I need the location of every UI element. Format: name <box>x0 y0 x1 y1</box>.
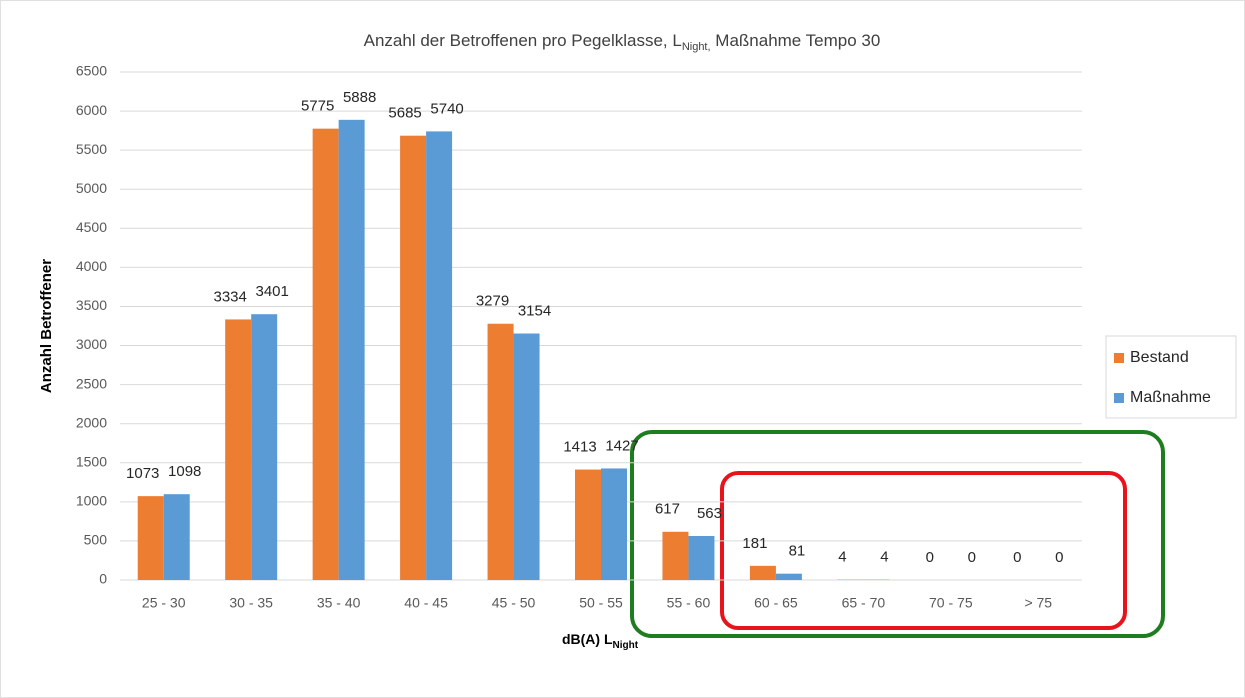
bar <box>601 468 627 580</box>
data-label: 1413 <box>563 439 596 456</box>
x-axis-label: dB(A) LNight <box>562 631 639 651</box>
bar <box>487 323 514 580</box>
y-tick-label: 3000 <box>76 336 107 352</box>
y-tick-label: 0 <box>99 571 107 587</box>
data-label: 181 <box>742 535 767 552</box>
x-label-subscript: Night <box>613 640 639 651</box>
legend-label: Maßnahme <box>1130 389 1211 406</box>
y-tick-label: 1000 <box>76 493 107 509</box>
highlight-box-red <box>720 471 1127 630</box>
y-tick-label: 6000 <box>76 102 107 118</box>
data-label: 5740 <box>430 100 463 117</box>
y-axis-label: Anzahl Betroffener <box>38 259 55 393</box>
data-label: 0 <box>968 549 976 566</box>
y-tick-label: 4000 <box>76 258 107 274</box>
highlight-box-green <box>630 430 1165 638</box>
bar <box>688 535 715 580</box>
x-tick-label: 35 - 40 <box>317 595 361 611</box>
bar <box>513 333 540 580</box>
y-tick-label: 500 <box>84 532 108 548</box>
y-tick-label: 4500 <box>76 219 107 235</box>
bar <box>400 135 427 581</box>
bar <box>575 469 601 580</box>
x-tick-label: > 75 <box>1024 595 1052 611</box>
y-tick-label: 2500 <box>76 375 107 391</box>
x-tick-label: 55 - 60 <box>667 595 711 611</box>
x-tick-label: 30 - 35 <box>229 595 273 611</box>
x-tick-label: 50 - 55 <box>579 595 623 611</box>
legend-swatch <box>1114 353 1124 363</box>
bar <box>775 573 802 580</box>
bar <box>163 494 190 580</box>
data-label: 1098 <box>168 463 201 480</box>
chart-title: Anzahl der Betroffenen pro Pegelklasse, … <box>364 31 881 52</box>
bar <box>426 131 453 581</box>
data-label: 1073 <box>126 465 159 482</box>
legend-swatch <box>1114 393 1124 403</box>
data-label: 0 <box>926 549 934 566</box>
y-tick-label: 5000 <box>76 180 107 196</box>
data-label: 563 <box>697 505 722 522</box>
data-label: 5888 <box>343 89 376 106</box>
data-label: 0 <box>1013 549 1021 566</box>
bar <box>251 314 278 580</box>
data-label: 4 <box>880 549 888 566</box>
title-subscript: Night, <box>682 41 711 53</box>
data-label: 3401 <box>255 283 288 300</box>
data-label: 5775 <box>301 98 334 115</box>
bar <box>749 565 776 580</box>
bar <box>225 319 252 580</box>
x-tick-label: 65 - 70 <box>842 595 886 611</box>
data-label: 1427 <box>605 437 638 454</box>
bar <box>137 496 164 580</box>
data-label: 0 <box>1055 549 1063 566</box>
y-tick-label: 3500 <box>76 297 107 313</box>
data-label: 81 <box>789 543 806 560</box>
title-main: Anzahl der Betroffenen pro Pegelklasse, … <box>364 31 682 50</box>
x-label-main: dB(A) L <box>562 631 613 647</box>
bar <box>338 119 365 581</box>
y-tick-label: 1500 <box>76 453 107 469</box>
data-label: 4 <box>838 549 846 566</box>
x-tick-label: 60 - 65 <box>754 595 798 611</box>
y-tick-label: 5500 <box>76 141 107 157</box>
bar <box>662 531 689 580</box>
x-tick-label: 40 - 45 <box>404 595 448 611</box>
y-tick-label: 2000 <box>76 414 107 430</box>
legend-label: Bestand <box>1130 349 1189 366</box>
data-label: 3334 <box>213 288 246 305</box>
x-tick-label: 25 - 30 <box>142 595 186 611</box>
data-label: 3279 <box>476 293 509 310</box>
data-label: 5685 <box>388 105 421 122</box>
x-tick-label: 70 - 75 <box>929 595 973 611</box>
data-label: 3154 <box>518 302 551 319</box>
legend-frame <box>1105 335 1237 419</box>
y-tick-label: 6500 <box>76 63 107 79</box>
bar <box>312 128 339 580</box>
title-suffix: Maßnahme Tempo 30 <box>711 31 881 50</box>
x-tick-label: 45 - 50 <box>492 595 536 611</box>
data-label: 617 <box>655 501 680 518</box>
